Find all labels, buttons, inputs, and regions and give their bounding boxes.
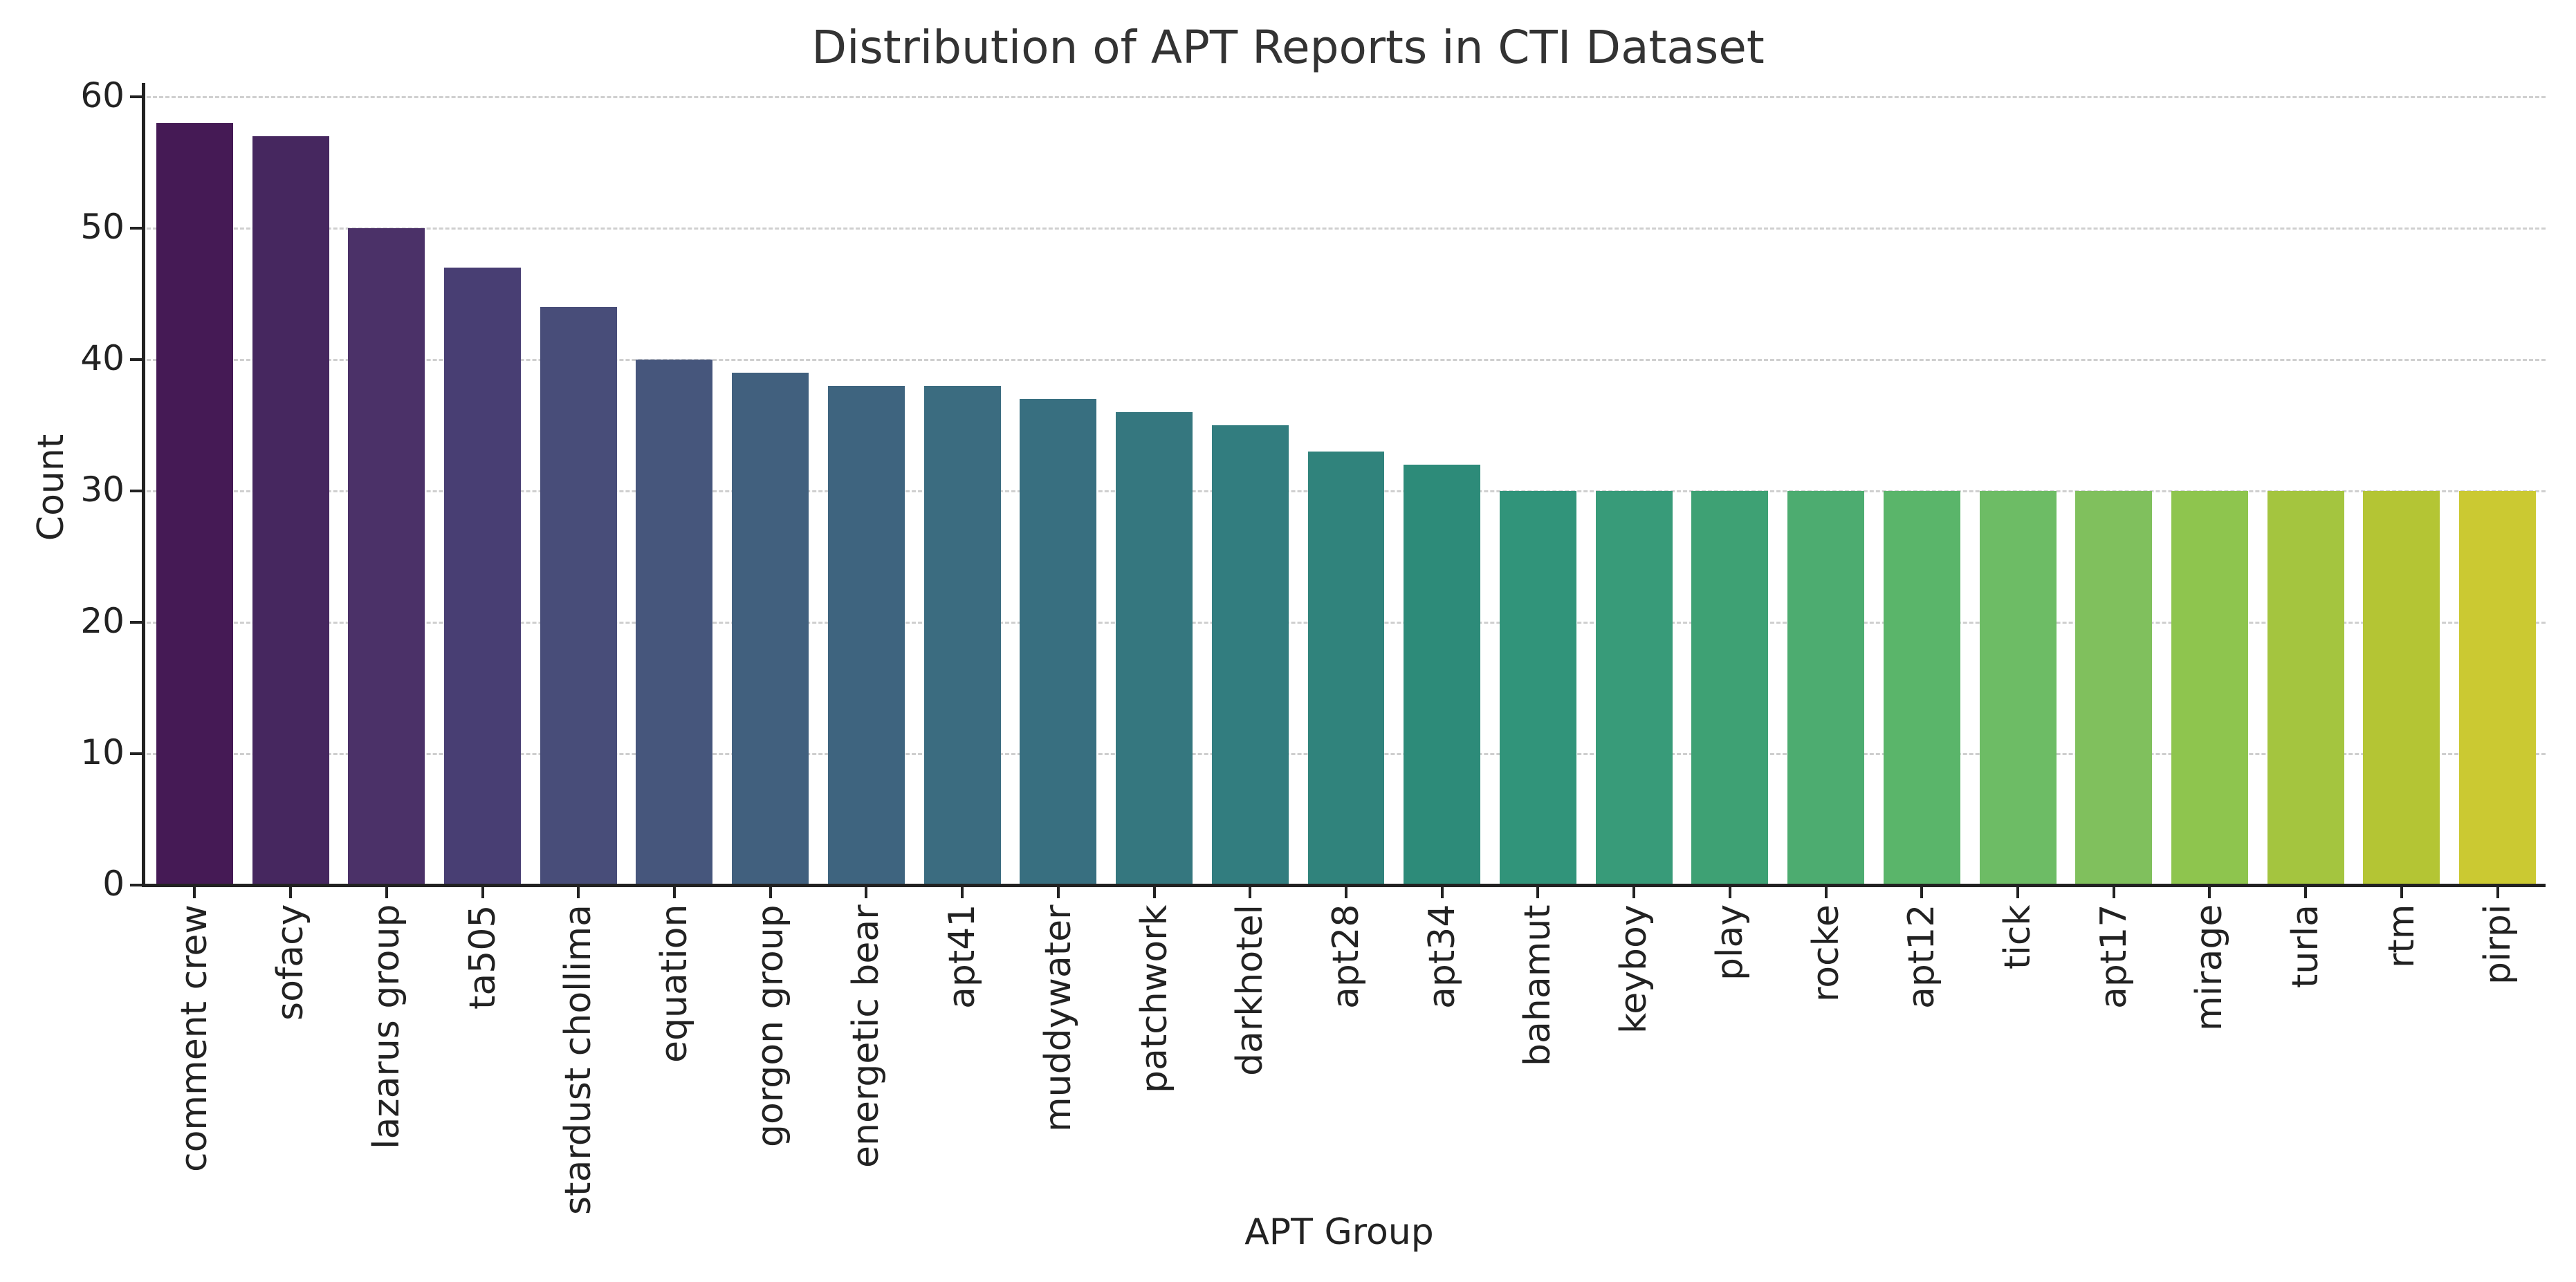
bar [540,307,617,885]
x-tick-mark [865,887,868,898]
gridline [147,96,2546,98]
x-tick-mark [1249,887,1252,898]
bar [732,373,809,885]
bar [1211,425,1289,885]
x-tick-label: tick [1997,904,2039,969]
y-tick-mark [130,752,142,755]
bar [1307,452,1385,885]
bar [1691,491,1769,885]
y-tick-label: 60 [80,75,125,115]
x-tick-label: equation [653,904,695,1063]
x-tick-label: apt34 [1421,904,1463,1009]
x-tick-label: keyboy [1613,904,1655,1034]
bar [1595,491,1673,885]
x-tick-mark [2016,887,2020,898]
y-tick-label: 20 [80,601,125,641]
x-tick-mark [2112,887,2115,898]
x-tick-mark [385,887,388,898]
y-tick-label: 10 [80,732,125,772]
x-tick-label: apt41 [941,904,984,1009]
x-tick-label: apt28 [1325,904,1367,1009]
bar [2075,491,2153,885]
bar [1020,399,1097,885]
bar [1787,491,1865,885]
y-tick-mark [130,884,142,886]
bar [252,136,329,885]
x-tick-label: play [1709,904,1751,981]
x-tick-mark [2496,887,2499,898]
x-tick-label: comment crew [174,904,216,1172]
bar [2267,491,2344,885]
x-tick-label: bahamut [1517,904,1559,1066]
x-tick-label: rtm [2380,904,2422,968]
bar [1116,412,1193,885]
x-tick-label: patchwork [1133,904,1175,1093]
x-axis-title: APT Group [1244,1211,1434,1253]
y-tick-mark [130,227,142,230]
x-tick-label: mirage [2189,904,2231,1031]
x-tick-mark [672,887,676,898]
y-axis-line [142,83,145,887]
x-tick-mark [1632,887,1636,898]
bar [444,268,521,885]
bar [923,386,1001,885]
bar [1883,491,1960,885]
x-tick-label: turla [2285,904,2327,988]
x-tick-mark [1056,887,1060,898]
x-tick-mark [193,887,196,898]
plot-area [147,96,2546,885]
y-tick-label: 50 [80,207,125,247]
bar [348,228,425,885]
x-tick-label: stardust chollima [558,904,600,1215]
x-tick-label: gorgon group [749,904,791,1147]
bar [1499,491,1576,885]
x-tick-label: ta505 [461,904,504,1010]
x-tick-label: apt12 [1901,904,1943,1009]
y-tick-mark [130,621,142,624]
x-tick-mark [1152,887,1156,898]
y-tick-label: 0 [102,864,125,904]
y-tick-label: 30 [80,470,125,510]
x-tick-label: muddywater [1037,904,1079,1132]
x-tick-mark [1728,887,1731,898]
x-tick-label: sofacy [270,904,312,1021]
x-tick-label: energetic bear [845,904,887,1168]
x-tick-mark [1824,887,1828,898]
gridline [147,227,2546,230]
x-tick-mark [2400,887,2403,898]
bar [2171,491,2248,885]
x-tick-label: lazarus group [365,904,407,1149]
y-tick-mark [130,358,142,361]
x-tick-mark [1536,887,1540,898]
bar [2363,491,2440,885]
x-tick-label: rocke [1805,904,1847,1002]
x-tick-label: darkhotel [1229,904,1271,1076]
x-tick-mark [481,887,484,898]
x-tick-mark [1920,887,1924,898]
y-tick-label: 40 [80,338,125,378]
y-tick-mark [130,95,142,98]
gridline [147,359,2546,361]
x-tick-mark [769,887,772,898]
bar [827,386,905,885]
bar [2459,491,2537,885]
x-tick-mark [2208,887,2211,898]
chart-title: Distribution of APT Reports in CTI Datas… [811,21,1765,74]
bar [1404,465,1481,885]
bar [636,360,713,885]
x-tick-mark [961,887,964,898]
x-tick-mark [289,887,293,898]
x-tick-mark [1345,887,1347,898]
x-axis-line [142,884,2546,887]
x-tick-mark [2304,887,2308,898]
y-tick-mark [130,490,142,492]
bar [156,123,233,885]
bar [1979,491,2057,885]
x-tick-mark [577,887,580,898]
x-tick-mark [1440,887,1444,898]
x-tick-label: apt17 [2092,904,2135,1009]
x-tick-label: pirpi [2476,904,2519,985]
